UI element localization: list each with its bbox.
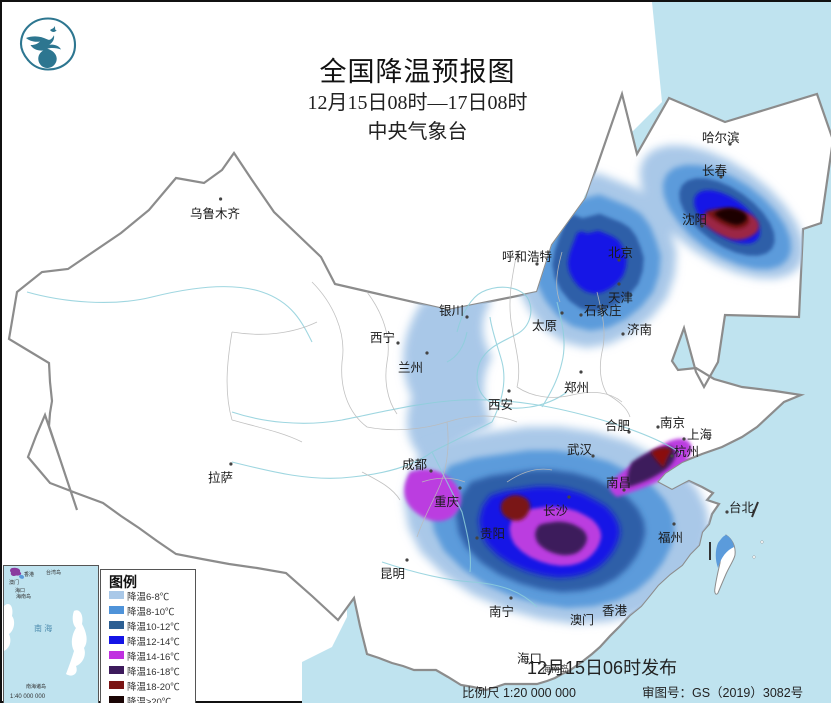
svg-text:南海诸岛: 南海诸岛 (26, 683, 46, 690)
svg-text:台湾岛: 台湾岛 (46, 569, 61, 576)
svg-text:南 海: 南 海 (34, 623, 52, 633)
svg-text:香港: 香港 (24, 571, 34, 578)
svg-text:海南岛: 海南岛 (16, 593, 31, 600)
svg-text:1:40 000 000: 1:40 000 000 (10, 694, 46, 700)
svg-text:澳门: 澳门 (9, 579, 19, 586)
svg-text:海口: 海口 (15, 587, 25, 594)
